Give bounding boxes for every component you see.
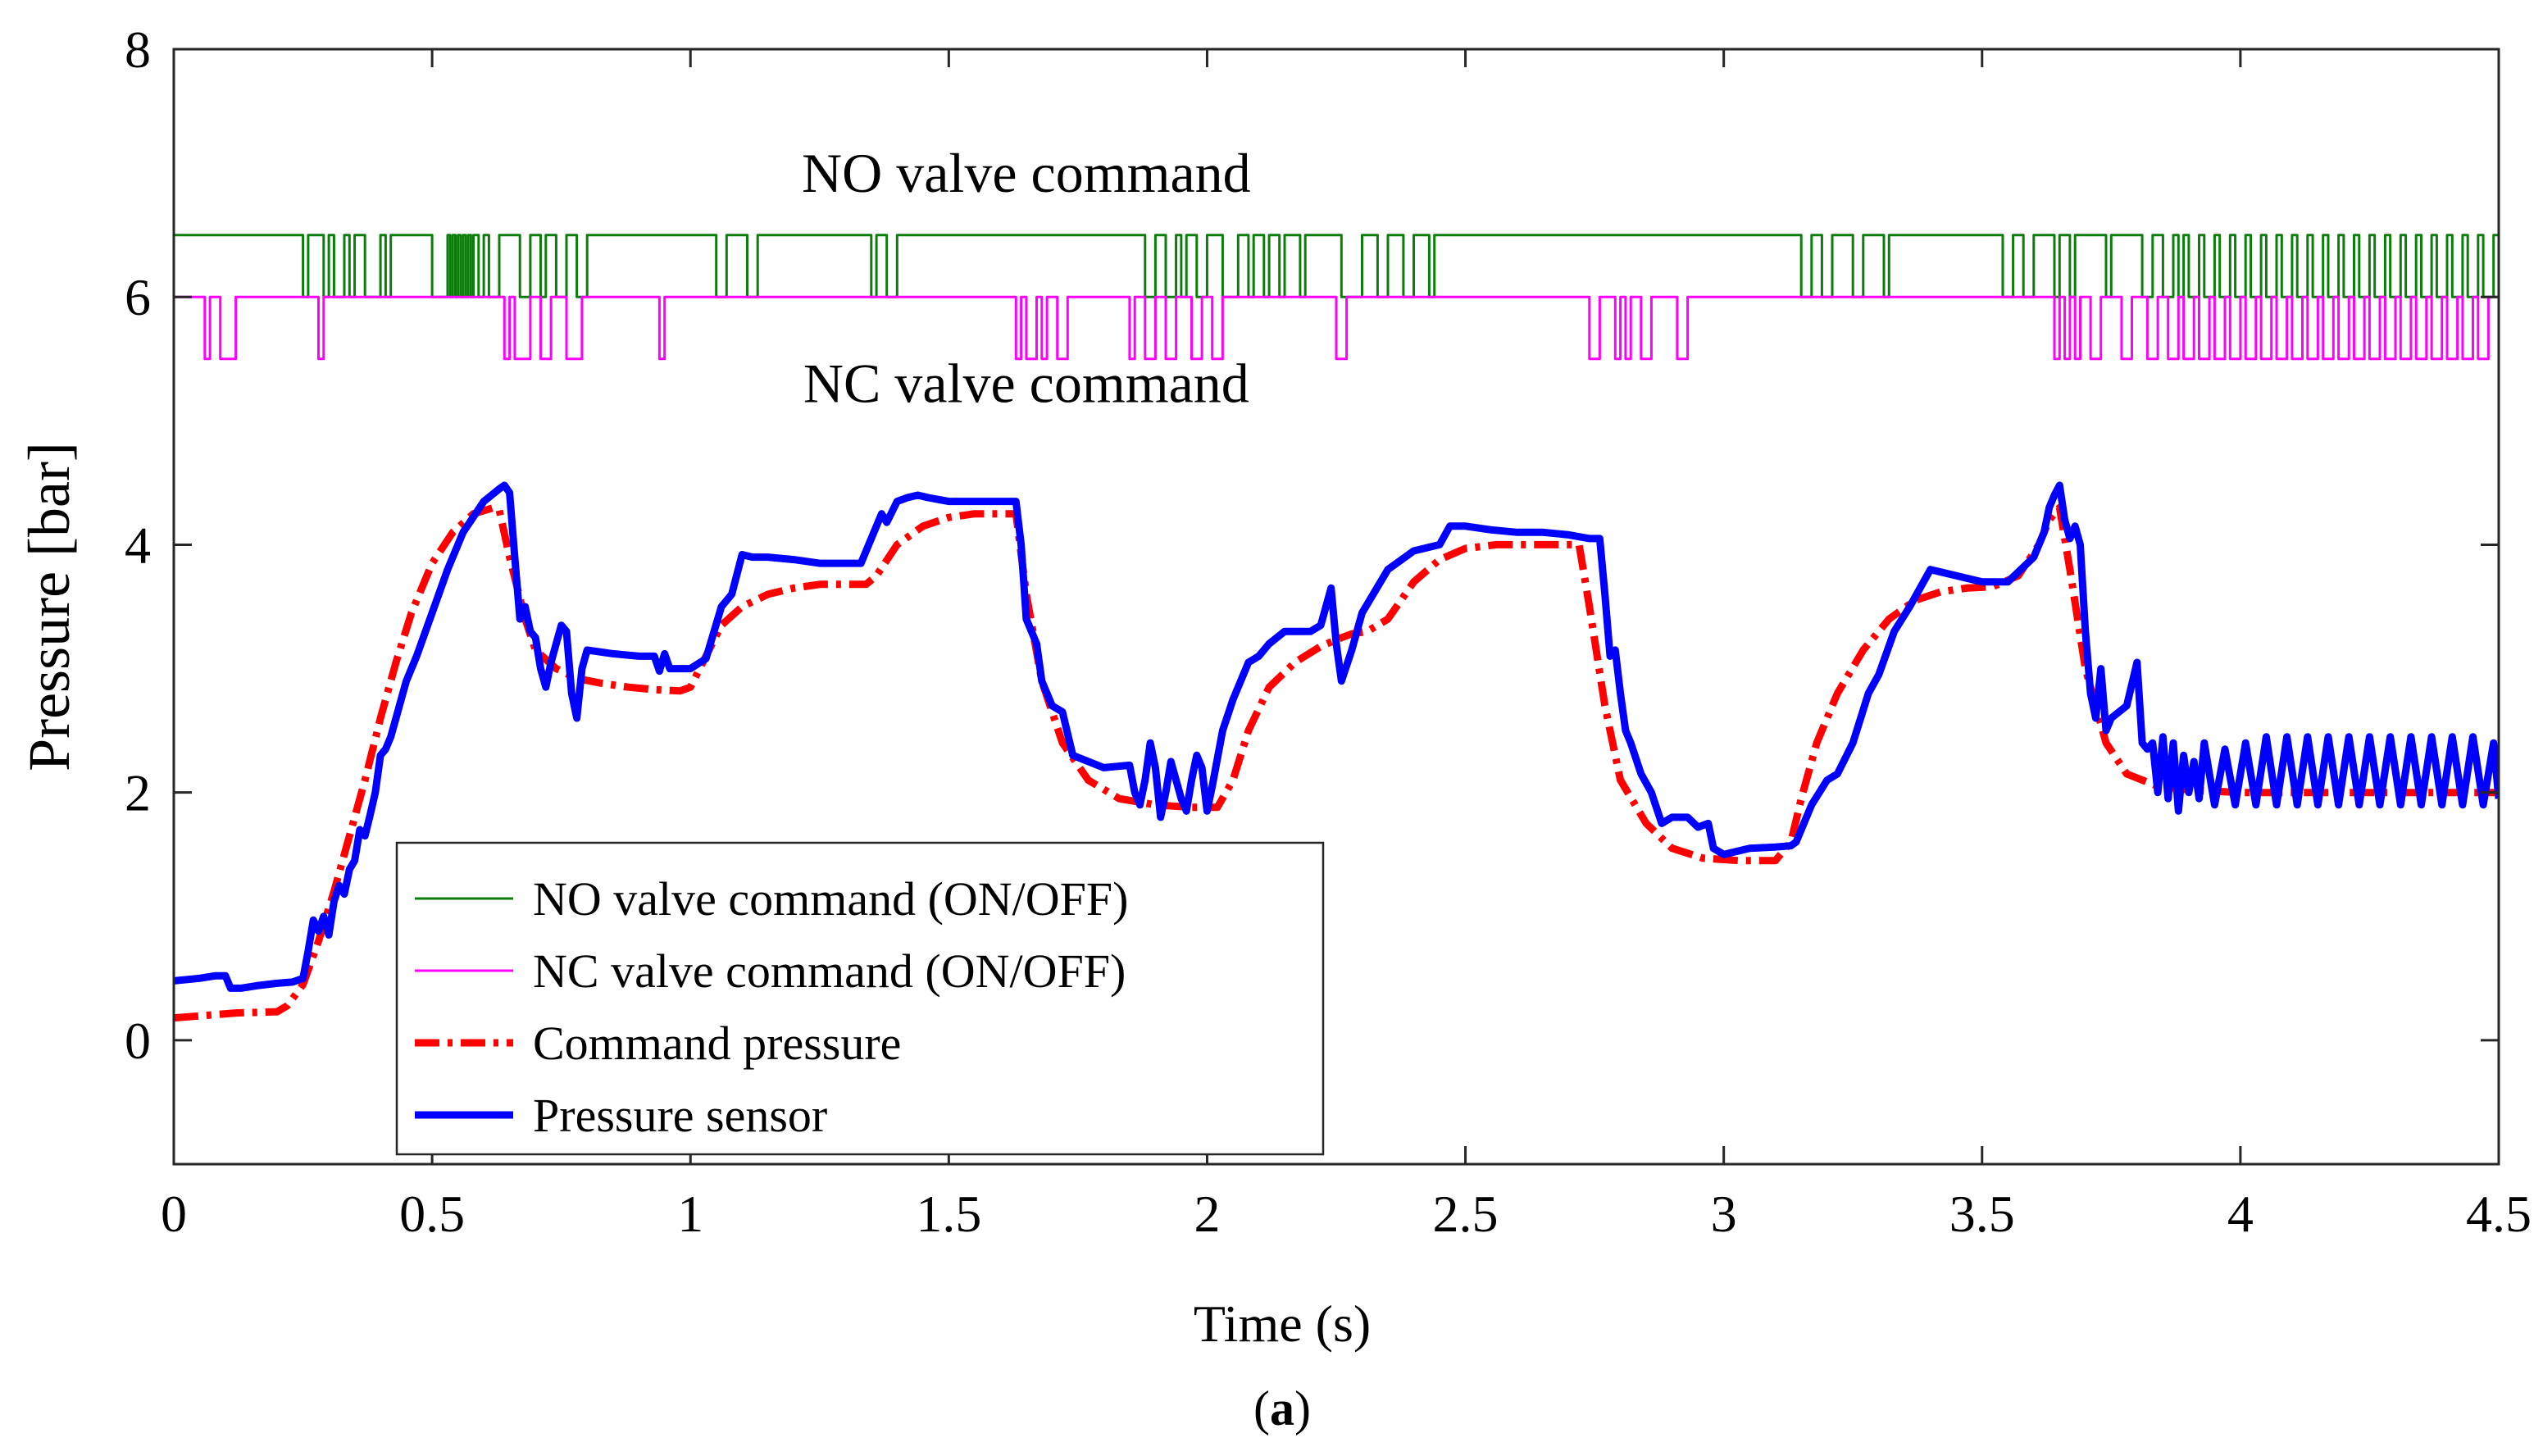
legend-label-nc-valve: NC valve command (ON/OFF) [533,944,1126,998]
legend-box [395,841,1325,1156]
series-layer [174,234,2499,1022]
x-tick-label: 0.5 [399,1185,465,1243]
x-tick-label: 4.5 [2466,1185,2532,1243]
x-tick-label: 1.5 [916,1185,981,1243]
caption-letter: a [1270,1381,1294,1436]
series-nc-valve-command [174,295,2499,361]
y-tick-label: 6 [125,268,151,326]
y-tick-label: 8 [125,20,151,79]
axes-box [172,48,2500,1166]
tick-layer: 0 0.5 1 1.5 2 2.5 3 3.5 4 4.5 0 2 4 6 8 [125,20,2532,1243]
series-pressure-sensor [174,481,2499,992]
legend-label-no-valve: NO valve command (ON/OFF) [533,872,1129,926]
x-axis-label: Time (s) [1194,1294,1371,1353]
y-axis-label: Pressure [bar] [16,442,82,771]
y-tick-label: 4 [125,516,151,574]
x-tick-label: 0 [161,1185,187,1243]
x-tick-label: 1 [677,1185,703,1243]
x-tick-label: 2 [1194,1185,1220,1243]
y-tick-label: 0 [125,1012,151,1070]
caption-close: ) [1294,1381,1311,1436]
x-tick-label: 3 [1711,1185,1737,1243]
y-tick-label: 2 [125,764,151,822]
legend: NO valve command (ON/OFF) NC valve comma… [395,841,1325,1156]
series-command-pressure [174,503,2499,1022]
legend-label-command: Command pressure [533,1017,901,1070]
caption-open: ( [1253,1381,1270,1436]
annotation-nc-valve: NC valve command [803,353,1249,415]
x-tick-label: 4 [2227,1185,2254,1243]
x-tick-label: 2.5 [1433,1185,1499,1243]
legend-label-sensor: Pressure sensor [533,1089,827,1142]
annotation-no-valve: NO valve command [802,142,1251,204]
figure-caption: (a) [1253,1381,1311,1436]
x-tick-label: 3.5 [1949,1185,2015,1243]
